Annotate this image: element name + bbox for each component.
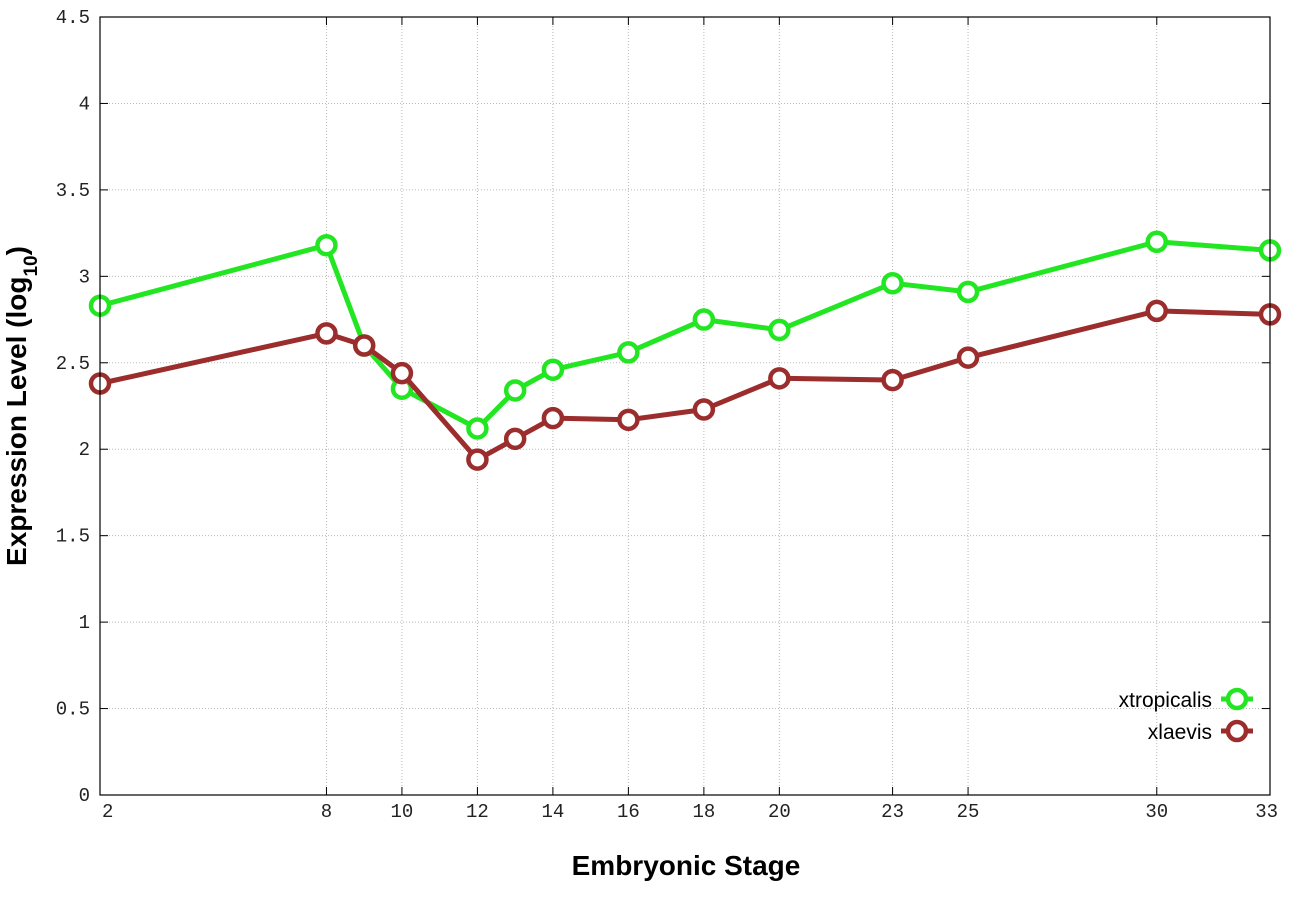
legend-label: xtropicalis bbox=[1119, 689, 1212, 712]
series-line bbox=[100, 242, 1270, 429]
data-point bbox=[959, 349, 977, 367]
series-xtropicalis bbox=[91, 233, 1279, 438]
y-tick-label: 3.5 bbox=[56, 180, 90, 202]
y-tick-label: 0.5 bbox=[56, 699, 90, 721]
x-tick-label: 25 bbox=[957, 801, 980, 823]
data-point bbox=[619, 411, 637, 429]
y-tick-label: 4 bbox=[79, 93, 90, 115]
y-axis-title: Expression Level (log10) bbox=[1, 246, 42, 566]
data-point bbox=[695, 400, 713, 418]
data-point bbox=[770, 321, 788, 339]
data-point bbox=[544, 361, 562, 379]
x-tick-label: 2 bbox=[102, 801, 113, 823]
plot-frame bbox=[100, 17, 1270, 795]
x-axis-title: Embryonic Stage bbox=[572, 850, 801, 881]
data-point bbox=[468, 451, 486, 469]
data-point bbox=[393, 364, 411, 382]
grid bbox=[100, 17, 1270, 795]
data-point bbox=[355, 336, 373, 354]
x-tick-label: 14 bbox=[541, 801, 564, 823]
legend: xtropicalis xlaevis bbox=[1119, 689, 1253, 744]
y-axis-title-suffix: ) bbox=[1, 246, 32, 255]
legend-swatch-marker bbox=[1228, 722, 1246, 740]
x-tick-label: 16 bbox=[617, 801, 640, 823]
x-tick-label: 23 bbox=[881, 801, 904, 823]
x-tick-label: 33 bbox=[1255, 801, 1278, 823]
data-point bbox=[317, 236, 335, 254]
data-point bbox=[884, 371, 902, 389]
x-tick-label: 8 bbox=[321, 801, 332, 823]
y-tick-label: 1 bbox=[79, 612, 90, 634]
y-tick-label: 2 bbox=[79, 439, 90, 461]
y-axis-title-main: Expression Level (log bbox=[1, 277, 32, 566]
data-point bbox=[959, 283, 977, 301]
legend-item: xtropicalis bbox=[1119, 689, 1253, 712]
y-tick-label: 1.5 bbox=[56, 526, 90, 548]
data-point bbox=[317, 324, 335, 342]
y-tick-label: 4.5 bbox=[56, 7, 90, 29]
legend-item: xlaevis bbox=[1148, 721, 1253, 744]
data-point bbox=[619, 343, 637, 361]
legend-label: xlaevis bbox=[1148, 721, 1212, 744]
y-tick-label: 0 bbox=[79, 785, 90, 807]
y-tick-label: 2.5 bbox=[56, 353, 90, 375]
x-tick-label: 10 bbox=[391, 801, 414, 823]
plot-series bbox=[91, 233, 1279, 469]
data-point bbox=[506, 381, 524, 399]
legend-swatch-marker bbox=[1228, 690, 1246, 708]
y-axis-title-subscript: 10 bbox=[21, 255, 42, 276]
series-line bbox=[100, 311, 1270, 460]
x-tick-label: 30 bbox=[1145, 801, 1168, 823]
x-tick-label: 12 bbox=[466, 801, 489, 823]
data-point bbox=[544, 409, 562, 427]
x-tick-label: 20 bbox=[768, 801, 791, 823]
data-point bbox=[506, 430, 524, 448]
data-point bbox=[884, 274, 902, 292]
data-point bbox=[695, 311, 713, 329]
y-tick-label: 3 bbox=[79, 266, 90, 288]
data-point bbox=[468, 419, 486, 437]
data-point bbox=[1148, 233, 1166, 251]
data-point bbox=[1148, 302, 1166, 320]
data-point bbox=[770, 369, 788, 387]
x-tick-label: 18 bbox=[692, 801, 715, 823]
